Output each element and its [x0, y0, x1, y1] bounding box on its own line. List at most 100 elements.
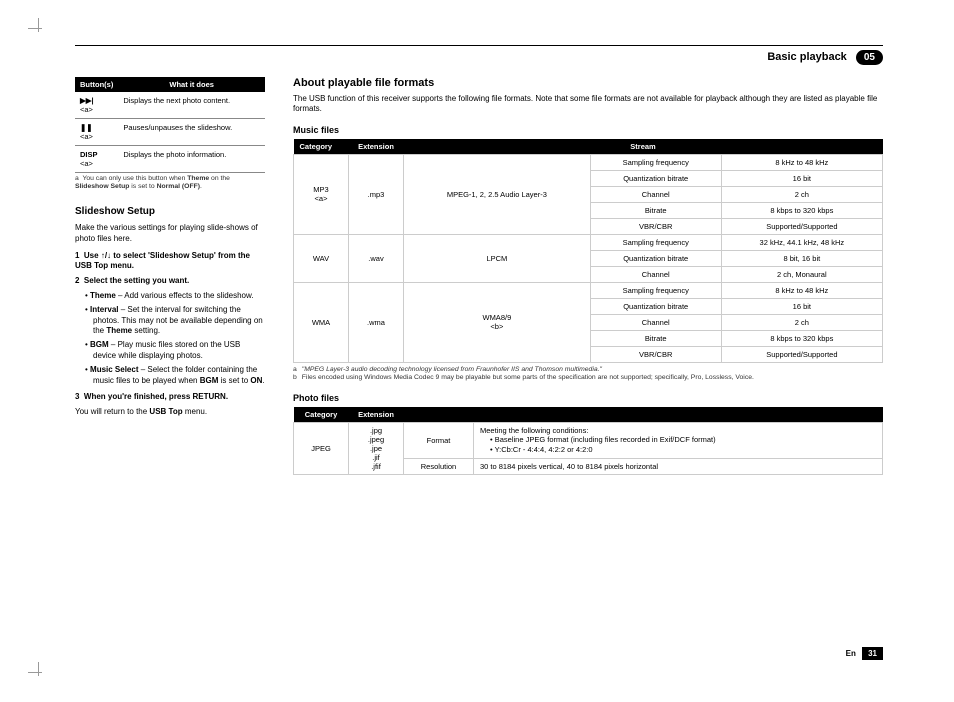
setting-name: Theme — [90, 291, 116, 300]
fn-bold: Slideshow Setup — [75, 183, 129, 190]
cell-param: Channel — [590, 186, 721, 202]
table-row: JPEG .jpg .jpeg .jpe .jif .jfif Format M… — [294, 422, 883, 458]
cell-param: VBR/CBR — [590, 218, 721, 234]
format-item: Y:Cb:Cr - 4:4:4, 4:2:2 or 4:2:0 — [490, 445, 876, 455]
table-row: WAV .wav LPCM Sampling frequency 32 kHz,… — [294, 234, 883, 250]
stream-sub: <b> — [490, 322, 503, 331]
cell-val: 8 kHz to 48 kHz — [721, 154, 882, 170]
cell-param: Sampling frequency — [590, 282, 721, 298]
cell-stream: WMA8/9<b> — [404, 282, 591, 362]
cell-val: Supported/Supported — [721, 218, 882, 234]
table-row: ▶▶|<a> Displays the next photo content. — [75, 92, 265, 119]
cell-val: 2 ch, Monaural — [721, 266, 882, 282]
fn-text: is set to — [129, 183, 156, 190]
left-column: Button(s) What it does ▶▶|<a> Displays t… — [75, 77, 265, 475]
cell-val: 32 kHz, 44.1 kHz, 48 kHz — [721, 234, 882, 250]
note-ref: <a> — [80, 159, 93, 168]
step-num: 3 — [75, 392, 79, 401]
chapter-badge: 05 — [856, 50, 883, 65]
format-intro: Meeting the following conditions: — [480, 426, 588, 435]
setting-desc: – Add various effects to the slideshow. — [116, 291, 254, 300]
cell-param: Channel — [590, 314, 721, 330]
cell-param: Sampling frequency — [590, 234, 721, 250]
music-footnotes: a"MPEG Layer-3 audio decoding technology… — [293, 366, 883, 383]
list-item: Interval – Set the interval for switchin… — [85, 305, 265, 337]
setting-desc: setting. — [132, 326, 160, 335]
page-number: 31 — [862, 647, 883, 660]
cell-val: 8 kHz to 48 kHz — [721, 282, 882, 298]
list-item: BGM – Play music files stored on the USB… — [85, 340, 265, 362]
step-1: 1 Use ↑/↓ to select 'Slideshow Setup' fr… — [75, 251, 265, 273]
cell-val: 2 ch — [721, 314, 882, 330]
cell-category: WMA — [294, 282, 349, 362]
th-category: Category — [294, 407, 349, 423]
setting-desc: – Play music files stored on the USB dev… — [93, 340, 240, 360]
cell-ext: .mp3 — [349, 154, 404, 234]
th-blank — [404, 407, 883, 423]
cell-param: Sampling frequency — [590, 154, 721, 170]
table-row: DISP<a> Displays the photo information. — [75, 146, 265, 173]
cell-param: Bitrate — [590, 202, 721, 218]
slideshow-intro: Make the various settings for playing sl… — [75, 223, 265, 245]
fn-text: "MPEG Layer-3 audio decoding technology … — [302, 366, 602, 374]
music-table: Category Extension Stream MP3<a> .mp3 MP… — [293, 139, 883, 363]
slideshow-setup-title: Slideshow Setup — [75, 206, 265, 217]
pause-icon: ❚❚ — [80, 123, 93, 132]
step-2: 2 Select the setting you want. — [75, 276, 265, 287]
stream-text: WMA8/9 — [482, 313, 511, 322]
crop-mark — [28, 662, 50, 684]
cell-ext: .wma — [349, 282, 404, 362]
crop-mark — [28, 18, 50, 40]
cell-desc: Displays the next photo content. — [118, 92, 265, 119]
table-footnote: a You can only use this button when Them… — [75, 175, 265, 192]
table-row: MP3<a> .mp3 MPEG-1, 2, 2.5 Audio Layer-3… — [294, 154, 883, 170]
step-text: Use — [84, 251, 101, 260]
step-num: 2 — [75, 276, 79, 285]
setting-name: BGM — [90, 340, 109, 349]
cell-desc: Pauses/unpauses the slideshow. — [118, 119, 265, 146]
outro-text: menu. — [183, 407, 207, 416]
cell-res-val: 30 to 8184 pixels vertical, 40 to 8184 p… — [474, 458, 883, 474]
note-ref: <a> — [80, 132, 93, 141]
step-text: Select the setting you want. — [84, 276, 189, 285]
footnote: a"MPEG Layer-3 audio decoding technology… — [293, 366, 883, 374]
fn-text: . — [200, 183, 202, 190]
fn-text: Files encoded using Windows Media Codec … — [302, 374, 754, 382]
cell-desc: Displays the photo information. — [118, 146, 265, 173]
cell-val: 8 kbps to 320 kbps — [721, 330, 882, 346]
page-header: Basic playback 05 — [75, 50, 883, 65]
cell-param: VBR/CBR — [590, 346, 721, 362]
table-row: WMA .wma WMA8/9<b> Sampling frequency 8 … — [294, 282, 883, 298]
ext: .jpeg — [368, 435, 384, 444]
fn-text: on the — [209, 175, 230, 182]
photo-table: Category Extension JPEG .jpg .jpeg .jpe … — [293, 407, 883, 475]
table-row: ❚❚<a> Pauses/unpauses the slideshow. — [75, 119, 265, 146]
cell-category: JPEG — [294, 422, 349, 474]
cat-sub: <a> — [315, 194, 328, 203]
step-num: 1 — [75, 251, 79, 260]
note-ref: <a> — [80, 105, 93, 114]
buttons-table: Button(s) What it does ▶▶|<a> Displays t… — [75, 77, 265, 173]
cell-param: Quantization bitrate — [590, 170, 721, 186]
about-title: About playable file formats — [293, 77, 883, 89]
th-buttons: Button(s) — [75, 77, 118, 92]
setting-bold: BGM — [200, 376, 219, 385]
setting-name: Music Select — [90, 365, 138, 374]
cell-param: Bitrate — [590, 330, 721, 346]
right-column: About playable file formats The USB func… — [293, 77, 883, 475]
fn-text: You can only use this button when — [82, 175, 187, 182]
cell-val: 16 bit — [721, 170, 882, 186]
cell-res-label: Resolution — [404, 458, 474, 474]
header-rule — [75, 45, 883, 46]
arrow-icon: ↑/↓ — [101, 251, 111, 260]
setting-bold: ON — [250, 376, 262, 385]
th-category: Category — [294, 139, 349, 155]
outro-text: You will return to the — [75, 407, 149, 416]
cell-val: 8 bit, 16 bit — [721, 250, 882, 266]
setting-desc: is set to — [218, 376, 250, 385]
step-3: 3 When you're finished, press RETURN. — [75, 392, 265, 403]
ext: .jpg — [370, 426, 382, 435]
footnote: b Files encoded using Windows Media Codec… — [293, 374, 883, 382]
cell-val: 8 kbps to 320 kbps — [721, 202, 882, 218]
fn-label: b — [293, 374, 297, 382]
